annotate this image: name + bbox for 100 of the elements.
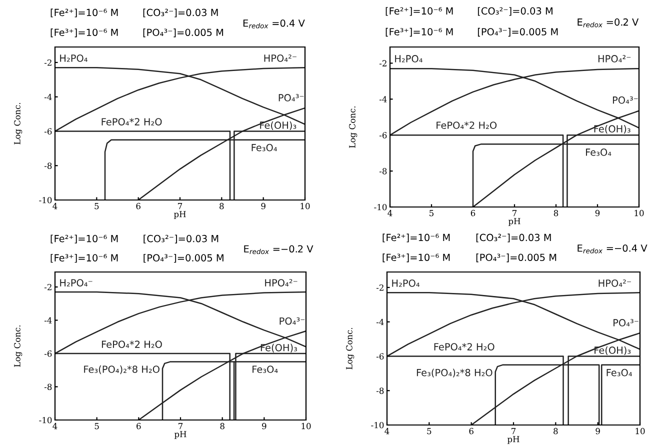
series-label: Fe₃O₄ — [252, 144, 278, 152]
text: [CO₃²⁻]=0.03 M — [476, 234, 551, 242]
x-tick-label: 9 — [596, 428, 600, 434]
x-tick-label: 10 — [634, 210, 644, 216]
text: [Fe²⁺]=10⁻⁶ M — [382, 234, 450, 242]
y-tick-label: -10 — [371, 422, 384, 428]
y-tick-label: -10 — [39, 196, 52, 204]
x-tick-label: 10 — [300, 202, 310, 210]
x-tick-label: 10 — [302, 422, 311, 430]
series-label: PO₄³⁻ — [612, 96, 638, 104]
series-label: FePO₄*2 H₂O — [102, 118, 162, 126]
x-tick-label: 5 — [430, 210, 434, 216]
series-label: Fe₃O₄ — [606, 368, 632, 376]
series-label: FePO₄*2 H₂O — [434, 343, 494, 350]
series-label: Fe₃(PO₄)₂*8 H₂O — [416, 368, 492, 378]
text: [Fe³⁺]=10⁻⁶ M — [382, 254, 450, 262]
x-tick-label: 4 — [384, 428, 390, 434]
x-tick-label: 8 — [554, 428, 558, 434]
series-label: HPO₄²⁻ — [264, 54, 296, 62]
series-label: Fe(OH)₃ — [594, 346, 631, 356]
y-tick-label: -8 — [44, 162, 52, 169]
y-tick-label: -4 — [44, 94, 52, 100]
y-tick-label: -8 — [376, 388, 384, 394]
y-tick-label: -2 — [44, 284, 52, 290]
text: [Fe²⁺]=10⁻⁶ M — [50, 234, 118, 244]
y-tick-label: -8 — [44, 384, 52, 390]
text: E$_{redox}$ =−0.2 V — [244, 245, 314, 254]
x-tick-label: 6 — [136, 422, 141, 430]
text: [PO₄³⁻]=0.005 M — [476, 254, 556, 262]
y-axis-title: Log Conc. — [14, 325, 22, 367]
x-tick-label: 6 — [469, 428, 474, 434]
series-label: Fe(OH)₃ — [594, 125, 630, 134]
x-tick-label: 5 — [427, 428, 432, 434]
x-tick-label: 7 — [512, 210, 517, 216]
y-tick-label: -2 — [376, 284, 384, 291]
x-tick-label: 4 — [388, 210, 392, 216]
x-tick-label: 5 — [94, 423, 99, 430]
y-tick-label: -2 — [379, 60, 386, 66]
series-label: H₂PO₄⁻ — [60, 279, 92, 286]
text: E$_{redox}$ =−0.4 V — [578, 244, 648, 254]
series-label: H₂PO₄ — [392, 280, 420, 287]
x-tick-label: 9 — [262, 422, 266, 430]
y-tick-label: -2 — [44, 59, 52, 66]
x-axis-title: pH — [508, 218, 520, 226]
x-tick-label: 9 — [595, 210, 600, 216]
text: [PO₄³⁻]=0.005 M — [478, 28, 558, 37]
y-tick-label: -6 — [44, 350, 52, 357]
x-tick-label: 6 — [470, 210, 476, 216]
series-label: PO₄³⁻ — [278, 94, 304, 102]
series-label: FePO₄*2 H₂O — [436, 122, 497, 129]
x-tick-label: 7 — [178, 203, 182, 210]
y-tick-label: -10 — [39, 416, 52, 424]
series-label: FePO₄*2 H₂O — [102, 340, 162, 348]
y-tick-label: -6 — [379, 132, 387, 138]
series-label: PO₄³⁻ — [614, 319, 638, 326]
series-label: HPO₄²⁻ — [598, 280, 631, 287]
y-tick-label: -10 — [374, 204, 387, 210]
text: E$_{redox}$ =0.2 V — [578, 18, 639, 28]
x-axis-title: pH — [174, 211, 186, 219]
x-tick-label: 7 — [512, 428, 516, 434]
series-label: HPO₄²⁻ — [265, 279, 298, 286]
y-axis-title: Log Conc. — [346, 328, 354, 370]
text: E$_{redox}$ =0.4 V — [243, 19, 305, 28]
x-axis-title: pH — [174, 431, 186, 439]
y-tick-label: -8 — [379, 168, 387, 174]
text: [Fe³⁺]=10⁻⁶ M — [386, 28, 453, 37]
y-axis-title: Log Conc. — [349, 106, 358, 148]
x-axis-title: pH — [507, 436, 520, 444]
y-tick-label: -4 — [376, 318, 384, 326]
x-tick-label: 4 — [52, 422, 58, 430]
text: [CO₃²⁻]=0.03 M — [478, 7, 552, 16]
text: [PO₄³⁻]=0.005 M — [143, 28, 224, 38]
series-label: Fe₃(PO₄)₂*8 H₂O — [84, 365, 160, 374]
x-tick-label: 4 — [52, 202, 58, 210]
x-tick-label: 6 — [136, 202, 140, 210]
text: [CO₃²⁻]=0.03 M — [143, 8, 218, 18]
x-tick-label: 8 — [220, 202, 224, 210]
series-label: Fe(OH)₃ — [260, 344, 297, 352]
y-axis-title: Log Conc. — [14, 102, 22, 144]
text: [Fe²⁺]=10⁻⁶ M — [386, 7, 453, 16]
text: [Fe³⁺]=10⁻⁶ M — [50, 28, 118, 38]
series-label: PO₄³⁻ — [280, 317, 305, 325]
x-tick-label: 8 — [220, 422, 224, 430]
series-label: Fe(OH)₃ — [260, 121, 296, 130]
y-tick-label: -4 — [44, 317, 52, 324]
text: [Fe²⁺]=10⁻⁶ M — [50, 8, 118, 18]
x-tick-label: 8 — [554, 210, 558, 216]
x-tick-label: 7 — [178, 423, 183, 430]
series-label: Fe₃O₄ — [252, 366, 278, 373]
x-tick-label: 5 — [94, 203, 99, 210]
y-tick-label: -4 — [379, 96, 387, 102]
series-label: HPO₄²⁻ — [598, 55, 631, 62]
series-label: H₂PO₄ — [60, 54, 88, 62]
y-tick-label: -6 — [376, 353, 384, 360]
series-label: Fe₃O₄ — [586, 148, 612, 156]
text: [Fe³⁺]=10⁻⁶ M — [50, 254, 118, 263]
y-tick-label: -6 — [44, 128, 52, 135]
x-tick-label: 10 — [636, 428, 645, 434]
series-label: H₂PO₄ — [395, 55, 422, 62]
text: [PO₄³⁻]=0.005 M — [144, 254, 224, 263]
